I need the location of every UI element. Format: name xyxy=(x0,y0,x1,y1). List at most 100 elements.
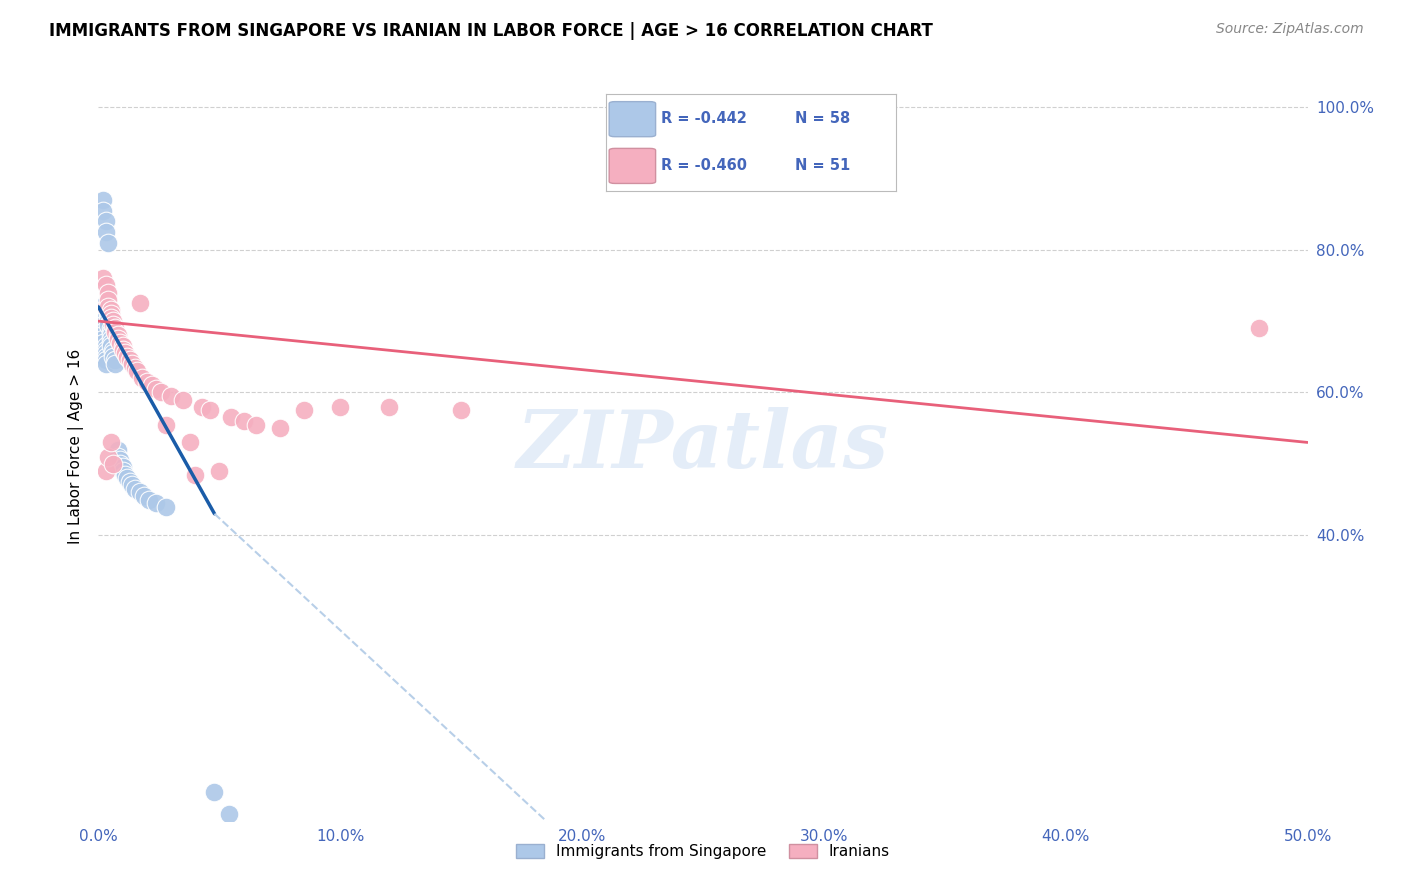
Point xyxy=(104,321,127,335)
Point xyxy=(91,318,114,332)
Point xyxy=(90,310,112,325)
Point xyxy=(91,325,114,339)
Point xyxy=(90,314,112,328)
Y-axis label: In Labor Force | Age > 16: In Labor Force | Age > 16 xyxy=(69,349,84,543)
Point xyxy=(121,478,143,492)
Point xyxy=(145,382,167,396)
Point xyxy=(100,325,122,339)
Point xyxy=(97,303,120,318)
Point xyxy=(107,450,129,464)
Point xyxy=(101,350,124,364)
Point xyxy=(90,307,112,321)
Point xyxy=(101,343,124,357)
Point xyxy=(1249,321,1271,335)
Point xyxy=(111,464,134,478)
Point xyxy=(108,335,131,350)
Point xyxy=(141,378,163,392)
Point xyxy=(100,310,122,325)
Point xyxy=(160,389,183,403)
Point xyxy=(100,307,122,321)
Point xyxy=(90,300,112,314)
Point xyxy=(138,492,160,507)
Point xyxy=(100,303,122,318)
Point xyxy=(111,460,134,475)
Point xyxy=(97,318,120,332)
Point xyxy=(150,385,173,400)
Point xyxy=(128,296,150,310)
Point xyxy=(135,375,157,389)
Point xyxy=(91,321,114,335)
Point xyxy=(292,403,315,417)
Point xyxy=(108,453,131,467)
Point xyxy=(134,489,156,503)
Point xyxy=(94,353,117,368)
Point xyxy=(124,482,146,496)
Point xyxy=(179,435,201,450)
Point xyxy=(204,785,226,799)
Point xyxy=(111,339,134,353)
Point xyxy=(100,332,122,346)
Point xyxy=(172,392,194,407)
Point xyxy=(121,357,143,371)
Point xyxy=(91,328,114,343)
Point xyxy=(94,343,117,357)
Point xyxy=(100,339,122,353)
Point xyxy=(245,417,267,432)
Point xyxy=(94,214,117,228)
Point xyxy=(94,357,117,371)
Point xyxy=(100,321,122,335)
Point xyxy=(114,346,136,360)
Point xyxy=(101,346,124,360)
Point xyxy=(94,300,117,314)
Point xyxy=(118,475,141,489)
Point xyxy=(94,464,117,478)
Point xyxy=(377,400,399,414)
Point xyxy=(101,318,124,332)
Point xyxy=(97,450,120,464)
Point xyxy=(208,464,231,478)
Point xyxy=(218,806,240,821)
Point xyxy=(104,353,127,368)
Point xyxy=(107,442,129,457)
Point xyxy=(128,485,150,500)
Point xyxy=(100,335,122,350)
Point xyxy=(184,467,207,482)
Point xyxy=(97,300,120,314)
Point xyxy=(90,318,112,332)
Point xyxy=(155,500,177,514)
Point xyxy=(155,417,177,432)
Point xyxy=(94,225,117,239)
Point xyxy=(91,193,114,207)
Point xyxy=(91,332,114,346)
Point xyxy=(100,435,122,450)
Point xyxy=(117,350,139,364)
Point xyxy=(97,307,120,321)
Legend: Immigrants from Singapore, Iranians: Immigrants from Singapore, Iranians xyxy=(510,838,896,865)
Point xyxy=(97,300,120,314)
Point xyxy=(104,325,127,339)
Point xyxy=(108,457,131,471)
Point xyxy=(97,285,120,300)
Point xyxy=(91,203,114,218)
Point xyxy=(221,410,243,425)
Point xyxy=(101,457,124,471)
Point xyxy=(94,278,117,293)
Point xyxy=(145,496,167,510)
Text: IMMIGRANTS FROM SINGAPORE VS IRANIAN IN LABOR FORCE | AGE > 16 CORRELATION CHART: IMMIGRANTS FROM SINGAPORE VS IRANIAN IN … xyxy=(49,22,934,40)
Text: ZIPatlas: ZIPatlas xyxy=(517,408,889,484)
Point xyxy=(117,471,139,485)
Point xyxy=(91,335,114,350)
Point xyxy=(107,328,129,343)
Point xyxy=(232,414,254,428)
Point xyxy=(94,346,117,360)
Point xyxy=(97,235,120,250)
Point xyxy=(91,271,114,285)
Point xyxy=(107,332,129,346)
Point xyxy=(198,403,221,417)
Text: Source: ZipAtlas.com: Source: ZipAtlas.com xyxy=(1216,22,1364,37)
Point xyxy=(91,314,114,328)
Point xyxy=(329,400,352,414)
Point xyxy=(97,293,120,307)
Point xyxy=(269,421,291,435)
Point xyxy=(101,314,124,328)
